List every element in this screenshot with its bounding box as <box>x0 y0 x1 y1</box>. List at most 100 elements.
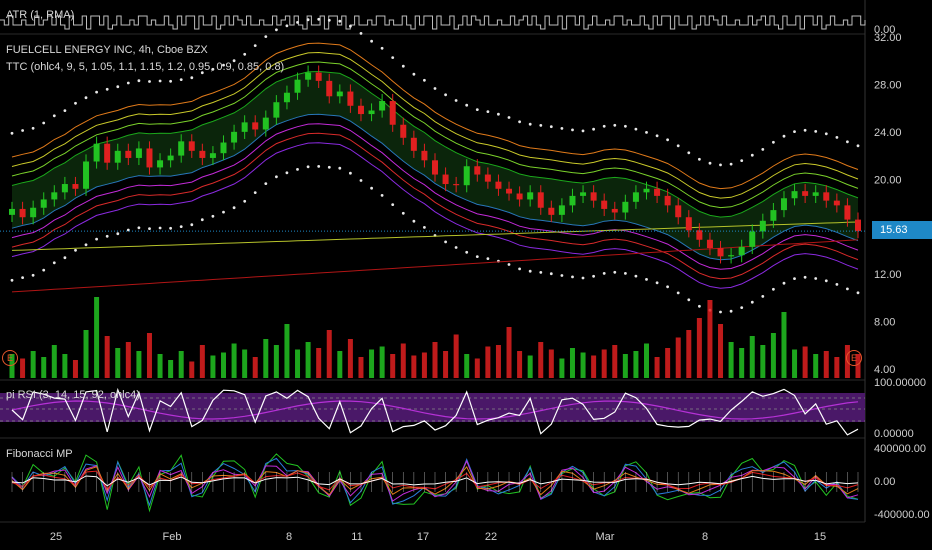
candle-body <box>209 153 216 158</box>
dotted-band-0-point <box>814 130 818 133</box>
candle-body <box>474 166 481 175</box>
dotted-band-1-point <box>655 281 659 285</box>
volume-bar <box>316 348 322 378</box>
candle-body <box>61 184 68 193</box>
volume-bar <box>199 345 205 378</box>
ma-long-yellow <box>11 221 859 251</box>
volume-bar <box>453 334 459 378</box>
dotted-band-0-point <box>126 81 130 85</box>
dotted-band-1-point <box>698 304 701 308</box>
dotted-band-0-point <box>401 64 405 68</box>
candle-body <box>696 230 703 240</box>
time-tick-label: 17 <box>417 531 429 543</box>
earnings-icon-right[interactable]: E <box>846 350 862 366</box>
candle-body <box>548 207 555 215</box>
dotted-band-0-point <box>169 79 173 83</box>
dotted-band-1-point <box>528 269 532 273</box>
dotted-band-1-point <box>158 226 162 230</box>
volume-bar <box>115 348 121 378</box>
dotted-band-0-point <box>750 153 754 157</box>
candle-body <box>823 192 830 201</box>
dotted-band-1-point <box>824 279 828 283</box>
dotted-band-1-point <box>687 298 691 302</box>
volume-bar <box>569 348 575 378</box>
candle-body <box>389 101 396 125</box>
price-tick-label: 20.00 <box>874 174 902 186</box>
time-tick-label: 8 <box>286 531 292 543</box>
dotted-band-0-point <box>222 63 225 67</box>
dotted-band-0-point <box>507 116 511 119</box>
candle-body <box>125 150 132 158</box>
dotted-band-0-point <box>676 144 680 148</box>
volume-bar <box>263 339 269 378</box>
candle-body <box>347 91 354 106</box>
dotted-band-0-point <box>613 123 617 127</box>
symbol-title: FUELCELL ENERGY INC, 4h, Cboe BZX <box>6 44 208 56</box>
volume-bar <box>633 351 639 378</box>
candle-body <box>315 72 322 81</box>
dotted-band-1-point <box>444 240 447 244</box>
dotted-band-1-point <box>401 211 405 215</box>
candle-body <box>717 248 724 257</box>
volume-bar <box>781 312 787 378</box>
dotted-band-1-point <box>793 277 796 280</box>
volume-bar <box>443 351 449 378</box>
dotted-band-0-point <box>740 159 744 163</box>
envelope-line-6 <box>11 132 859 280</box>
candle-body <box>19 208 26 218</box>
dotted-band-1-point <box>549 272 553 276</box>
dotted-band-1-point <box>63 256 67 260</box>
dotted-band-1-point <box>592 274 595 278</box>
dotted-band-1-point <box>169 226 173 230</box>
rsi-line <box>11 387 859 436</box>
candle-body <box>357 105 364 115</box>
volume-bar <box>696 318 702 378</box>
volume-bar <box>51 345 57 378</box>
volume-bar <box>612 345 618 378</box>
dotted-band-0-point <box>31 126 35 130</box>
candle-body <box>146 148 153 168</box>
candle-body <box>294 79 301 93</box>
fib-tick-label: 0.00 <box>874 476 895 488</box>
dotted-band-1-point <box>772 287 775 291</box>
ttc-title: TTC (ohlc4, 9, 5, 1.05, 1.1, 1.15, 1.2, … <box>6 61 285 73</box>
dotted-band-1-point <box>200 218 204 222</box>
candle-body <box>706 239 713 249</box>
dotted-band-0-point <box>253 44 257 47</box>
dotted-band-1-point <box>475 255 479 258</box>
rsi-tick-label: 100.00000 <box>874 377 926 389</box>
candle-body <box>241 122 248 132</box>
dotted-band-0-point <box>21 129 24 132</box>
candle-body <box>580 192 587 196</box>
dotted-band-1-point <box>666 285 669 289</box>
envelope-line-2 <box>11 51 859 199</box>
candle-body <box>833 200 840 206</box>
earnings-icon-left[interactable]: E <box>2 350 18 366</box>
dotted-band-0-point <box>454 99 458 102</box>
dotted-band-1-point <box>645 278 648 281</box>
price-tick-label: 12.00 <box>874 269 902 281</box>
dotted-band-0-point <box>148 80 151 83</box>
candle-body <box>305 72 312 80</box>
dotted-band-1-point <box>275 175 278 179</box>
candle-body <box>738 246 745 256</box>
dotted-band-0-point <box>698 157 701 161</box>
price-tick-label: 28.00 <box>874 79 902 91</box>
candle-body <box>326 80 333 97</box>
dotted-band-0-point <box>317 17 321 21</box>
volume-bar <box>125 342 131 378</box>
candle-body <box>675 205 682 218</box>
dotted-band-0-point <box>158 79 162 83</box>
candle-body <box>262 117 269 130</box>
volume-bar <box>802 346 808 378</box>
dotted-band-0-point <box>275 28 278 32</box>
dotted-band-0-point <box>349 24 352 28</box>
dotted-band-1-point <box>560 274 564 277</box>
volume-bar <box>707 300 713 378</box>
candle-body <box>780 198 787 211</box>
candle-body <box>114 150 121 163</box>
volume-bar <box>654 357 660 378</box>
volume-bar <box>474 358 480 378</box>
dotted-band-0-point <box>803 128 807 132</box>
